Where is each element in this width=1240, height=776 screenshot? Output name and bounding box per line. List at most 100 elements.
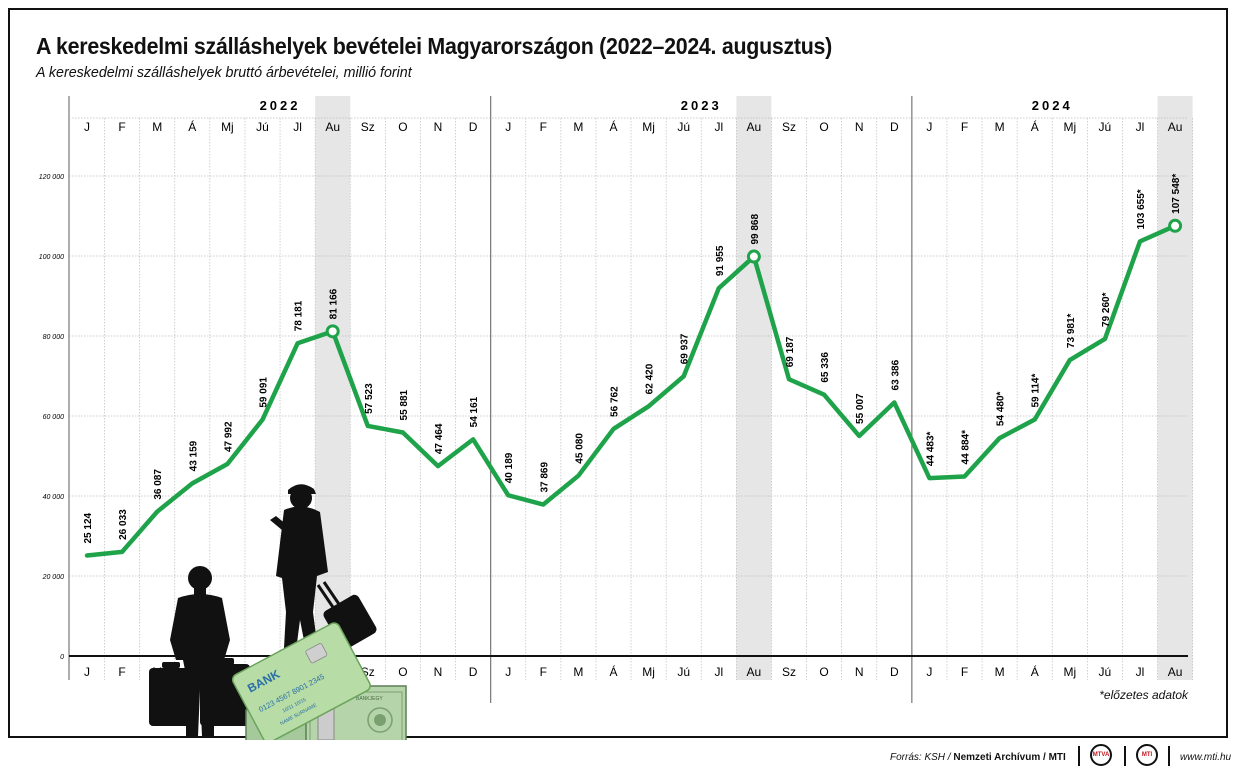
footer: Forrás: KSH / Nemzeti Archívum / MTI MTV… [0, 740, 1240, 776]
month-label: Jl [1136, 665, 1145, 679]
month-label: Á [609, 664, 617, 679]
data-value-label: 40 189 [504, 452, 515, 483]
data-value-label: 103 655* [1136, 189, 1147, 229]
mti-logo-icon: MTI [1136, 744, 1158, 766]
highlight-point-marker [325, 324, 340, 339]
grid-lines [68, 96, 1194, 703]
month-label: O [398, 120, 407, 134]
chart-title: A kereskedelmi szálláshelyek bevételei M… [36, 33, 832, 59]
month-label: Sz [782, 665, 796, 679]
svg-text:BANKJEGY: BANKJEGY [356, 696, 383, 702]
traveller-left-silhouette [149, 566, 250, 736]
month-label: Mj [221, 120, 234, 134]
month-label: O [819, 120, 828, 134]
month-label: J [84, 665, 90, 679]
month-label: Á [1031, 664, 1039, 679]
data-value-label: 47 992 [223, 421, 234, 452]
data-value-label: 36 087 [153, 469, 164, 500]
data-line-layer [84, 223, 1178, 558]
month-label: J [926, 665, 932, 679]
bank-card: BANK 0123 4567 8901 2345 10/11 10/15 NAM… [231, 622, 371, 740]
data-value-label: 59 091 [259, 377, 270, 408]
month-label: Á [609, 119, 617, 134]
data-value-label: 37 869 [539, 461, 550, 492]
month-label: M [152, 120, 162, 134]
data-value-label: 59 114* [1031, 374, 1042, 408]
data-value-label: 107 548* [1171, 174, 1182, 214]
month-label: F [961, 665, 968, 679]
y-tick-label: 120 000 [39, 174, 64, 181]
data-value-label: 78 181 [294, 300, 305, 331]
month-label: Mj [642, 120, 655, 134]
footer-separator [1124, 746, 1126, 766]
data-value-label: 26 033 [118, 509, 129, 540]
y-tick-label: 80 000 [43, 334, 65, 341]
month-label: D [890, 120, 899, 134]
y-tick-label: 60 000 [43, 414, 65, 421]
highlight-point-marker [746, 249, 761, 264]
data-value-label: 99 868 [750, 214, 761, 245]
data-value-label: 45 080 [574, 433, 585, 464]
line-chart: 2022 2023 2024 J F M Á Mj Jú Jl Au Sz O N D J F M Á Mj Jú Jl… [39, 96, 1194, 740]
data-markers [325, 218, 1183, 339]
month-label: J [84, 120, 90, 134]
highlight-point-marker [1168, 218, 1183, 233]
month-label: Au [747, 120, 762, 134]
year-label: 2024 [1032, 98, 1073, 113]
data-value-label: 56 762 [610, 386, 621, 417]
month-label: J [505, 120, 511, 134]
month-label: Jl [714, 665, 723, 679]
data-value-label: 65 336 [820, 352, 831, 383]
data-value-label: 62 420 [645, 363, 656, 394]
footer-separator [1078, 746, 1080, 766]
month-label: Au [1168, 665, 1183, 679]
month-label: Au [325, 120, 340, 134]
series-line [84, 223, 1178, 558]
footnote: *előzetes adatok [1099, 688, 1188, 702]
data-value-label: 79 260* [1101, 292, 1112, 327]
data-value-label: 44 884* [961, 430, 972, 465]
mtva-logo-icon: MTVA [1090, 744, 1112, 766]
month-label: Au [747, 665, 762, 679]
top-month-labels: J F M Á Mj Jú Jl Au Sz O N D J F M Á Mj Jú Jl Au Sz O N D J F M Á Mj… [84, 119, 1182, 134]
data-value-label: 57 523 [364, 383, 375, 414]
month-label: Á [188, 119, 196, 134]
month-label: Á [1031, 119, 1039, 134]
month-label: F [540, 665, 547, 679]
month-label: M [573, 120, 583, 134]
data-value-label: 44 483* [925, 431, 936, 466]
highlight-band [736, 96, 772, 680]
month-label: F [540, 120, 547, 134]
month-label: Jú [1099, 120, 1112, 134]
data-value-label: 47 464 [434, 423, 445, 454]
month-label: M [995, 120, 1005, 134]
month-label: J [926, 120, 932, 134]
month-label: N [434, 665, 443, 679]
highlight-bands [315, 96, 1193, 680]
month-label: Jú [256, 120, 269, 134]
month-label: F [118, 665, 125, 679]
month-label: Mj [1063, 665, 1076, 679]
data-value-label: 55 007 [855, 393, 866, 424]
month-label: O [398, 665, 407, 679]
footer-separator [1168, 746, 1170, 766]
month-label: N [434, 120, 443, 134]
data-value-label: 69 187 [785, 336, 796, 367]
month-label: Sz [361, 120, 375, 134]
month-label: M [995, 665, 1005, 679]
month-label: Jú [1099, 665, 1112, 679]
year-label: 2023 [681, 98, 722, 113]
month-label: N [855, 120, 864, 134]
data-value-label: 55 881 [399, 389, 410, 420]
month-label: Mj [1063, 120, 1076, 134]
month-label: Sz [782, 120, 796, 134]
data-value-label: 54 480* [996, 391, 1007, 426]
highlight-band [315, 96, 351, 680]
data-value-label: 81 166 [329, 288, 340, 319]
month-label: F [961, 120, 968, 134]
month-label: Jl [1136, 120, 1145, 134]
month-label: M [573, 665, 583, 679]
month-label: D [469, 120, 478, 134]
y-tick-label: 20 000 [42, 574, 65, 581]
data-value-label: 43 159 [188, 440, 199, 471]
